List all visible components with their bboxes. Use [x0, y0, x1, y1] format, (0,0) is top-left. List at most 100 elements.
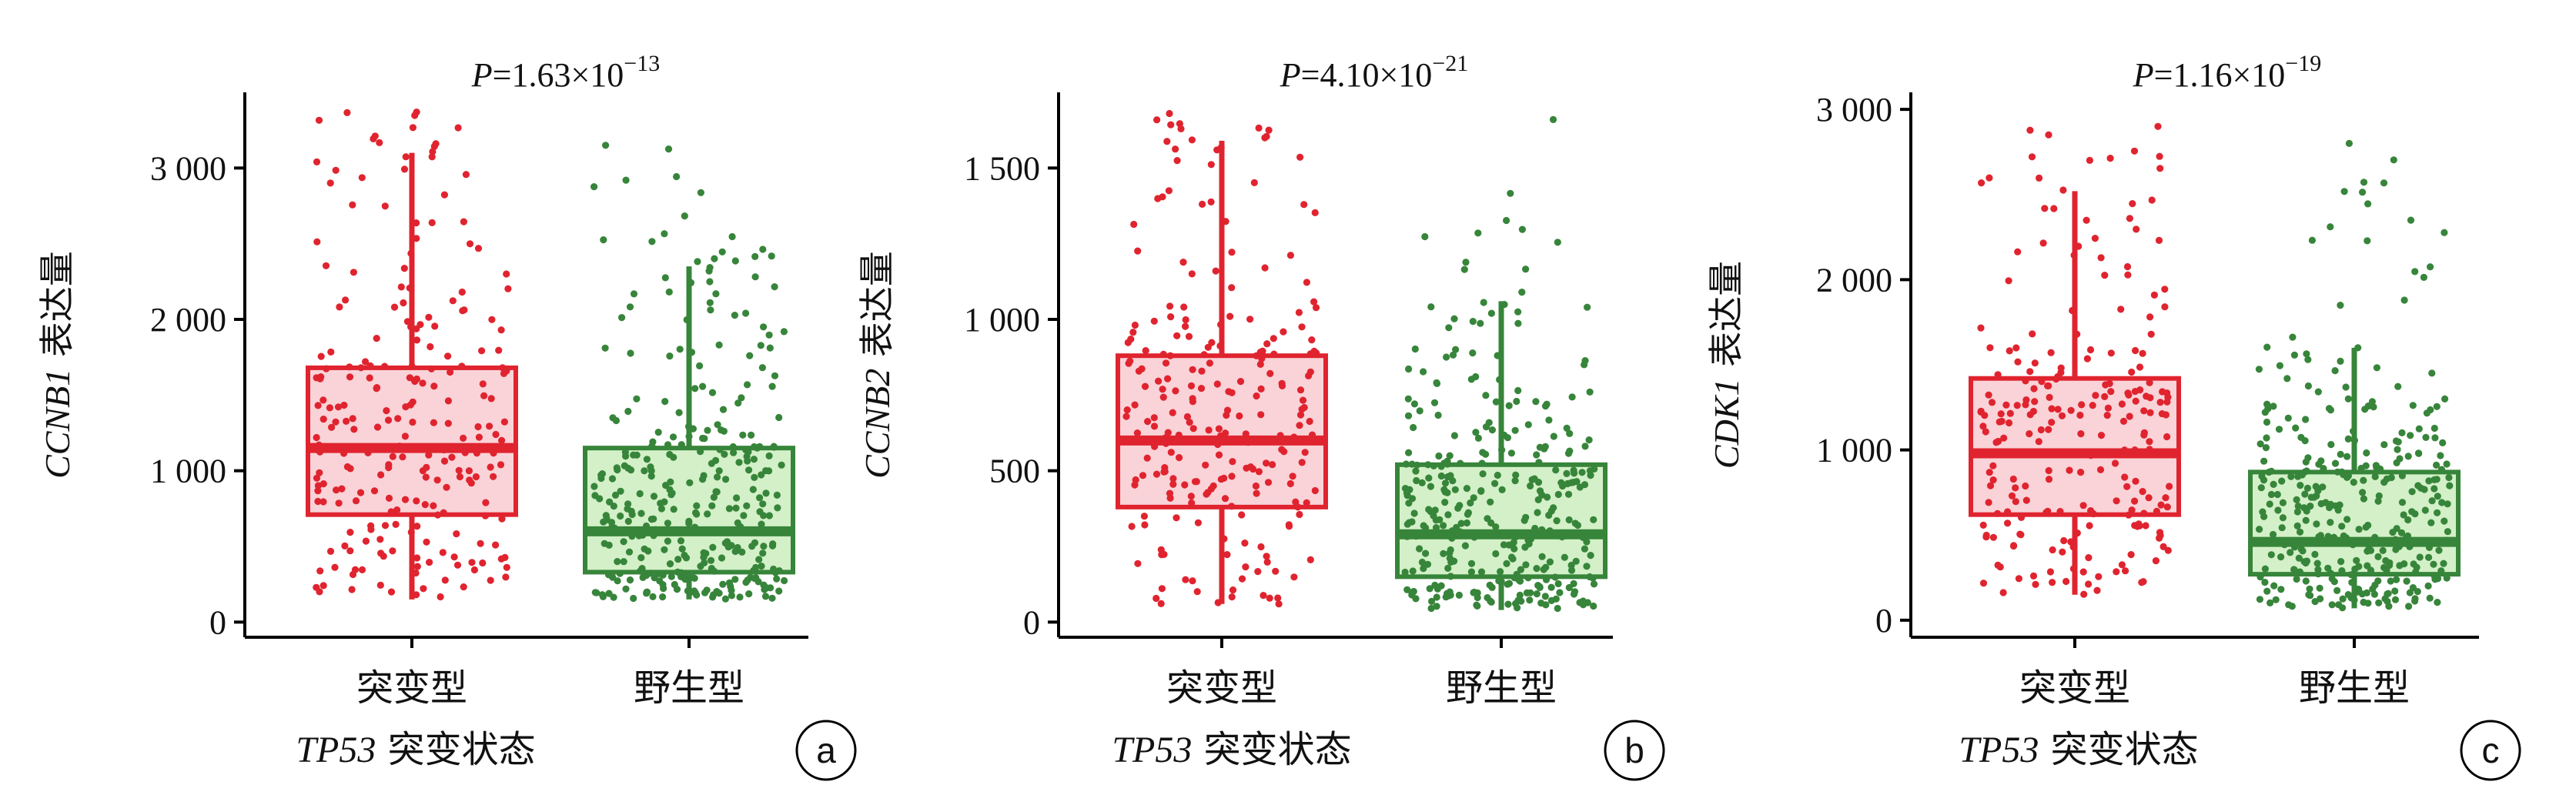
data-point: [420, 585, 427, 593]
data-point: [444, 397, 453, 405]
data-point: [1131, 481, 1139, 489]
data-point: [2140, 407, 2148, 415]
data-point: [1464, 509, 1472, 516]
data-point: [1440, 550, 1447, 558]
data-point: [1418, 558, 1426, 566]
data-point: [456, 473, 464, 481]
box-mutant: [1969, 122, 2181, 598]
data-point: [1270, 350, 1278, 358]
data-point: [610, 503, 617, 510]
data-point: [1574, 521, 1581, 529]
data-point: [2304, 356, 2312, 363]
data-point: [2302, 577, 2310, 585]
data-point: [781, 576, 788, 585]
data-point: [633, 395, 641, 403]
data-point: [1164, 429, 1172, 436]
data-point: [2422, 433, 2430, 442]
data-point: [1567, 479, 1575, 486]
data-point: [1982, 428, 1989, 436]
data-point: [1286, 479, 1294, 488]
data-point: [335, 499, 343, 507]
data-point: [2036, 174, 2043, 182]
data-point: [1470, 494, 1477, 502]
data-point: [479, 559, 487, 567]
data-point: [1443, 353, 1450, 361]
data-point: [346, 373, 354, 381]
data-point: [2383, 566, 2390, 574]
data-point: [367, 522, 375, 529]
data-point: [2428, 369, 2436, 377]
data-point: [1183, 413, 1191, 421]
data-point: [2050, 205, 2058, 212]
data-point: [2348, 579, 2356, 586]
data-point: [1311, 486, 1319, 495]
data-point: [1492, 550, 1500, 558]
data-point: [465, 467, 473, 475]
data-point: [1153, 116, 1161, 124]
data-point: [1263, 558, 1271, 566]
data-point: [637, 554, 645, 562]
data-point: [650, 515, 657, 523]
data-point: [2314, 487, 2322, 495]
data-point: [739, 431, 747, 439]
data-point: [2307, 592, 2314, 600]
data-point: [1140, 513, 1148, 520]
data-point: [2344, 591, 2352, 599]
data-point: [1470, 589, 1477, 596]
data-point: [2272, 596, 2280, 603]
data-point: [2434, 493, 2441, 500]
data-point: [1134, 560, 1142, 567]
data-point: [696, 362, 704, 369]
data-point: [334, 403, 343, 411]
data-point: [1131, 321, 1139, 329]
data-point: [1552, 595, 1560, 603]
data-point: [1477, 319, 1484, 327]
data-point: [1213, 146, 1221, 154]
box-wild: [1395, 115, 1607, 613]
data-point: [2015, 575, 2022, 583]
data-point: [2421, 506, 2429, 514]
data-point: [2347, 571, 2355, 579]
data-point: [728, 592, 736, 600]
data-point: [775, 567, 783, 575]
data-point: [719, 580, 727, 588]
data-point: [1487, 598, 1495, 606]
data-point: [765, 452, 773, 460]
data-point: [2380, 179, 2388, 187]
data-point: [332, 166, 340, 174]
data-point: [439, 549, 447, 556]
data-point: [1241, 539, 1249, 547]
data-point: [2012, 344, 2020, 352]
data-point: [710, 493, 718, 501]
data-point: [1564, 490, 1573, 498]
data-point: [1280, 328, 1287, 336]
data-point: [1526, 596, 1534, 604]
data-point: [2013, 402, 2021, 409]
data-point: [666, 352, 674, 360]
data-point: [2358, 590, 2366, 598]
data-point: [2103, 412, 2111, 419]
data-point: [2294, 503, 2302, 510]
data-point: [1278, 379, 1286, 387]
data-point: [1173, 332, 1181, 339]
data-point: [2270, 582, 2278, 590]
data-point: [1535, 459, 1543, 466]
data-point: [1180, 303, 1188, 311]
data-point: [714, 421, 721, 429]
data-point: [1524, 574, 1532, 582]
data-point: [377, 471, 385, 479]
data-point: [1131, 401, 1139, 409]
data-point: [1179, 259, 1187, 266]
data-point: [773, 575, 781, 583]
data-point: [1550, 504, 1557, 512]
data-point: [2293, 496, 2300, 504]
data-point: [1528, 476, 1536, 484]
data-point: [440, 191, 449, 199]
data-point: [2333, 586, 2341, 595]
data-point: [1989, 476, 1997, 484]
data-point: [475, 433, 483, 441]
data-point: [1153, 470, 1161, 478]
data-point: [2384, 597, 2391, 606]
data-point: [1452, 346, 1460, 353]
data-point: [771, 283, 778, 291]
